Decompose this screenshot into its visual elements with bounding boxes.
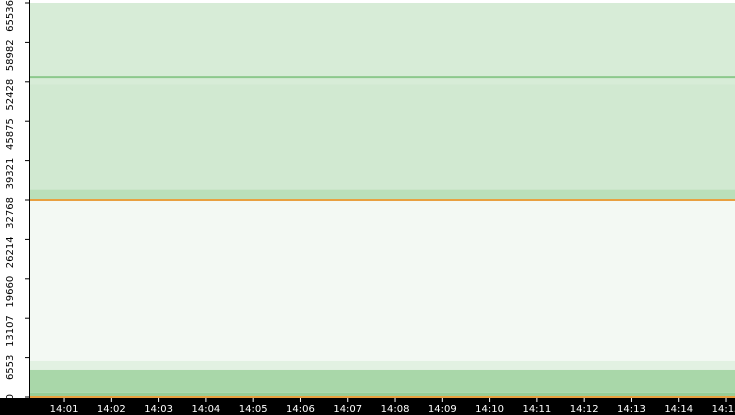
y-tick-label: 58982 — [5, 39, 16, 71]
x-tick-label: 14:09 — [428, 404, 457, 415]
density-band — [30, 189, 735, 200]
x-tick-label: 14:04 — [191, 404, 220, 415]
x-tick-label: 14:14 — [664, 404, 693, 415]
y-tick-label: 52428 — [5, 79, 16, 111]
x-tick-label: 14:05 — [239, 404, 268, 415]
x-tick-label: 14:08 — [381, 404, 410, 415]
x-tick-label: 14:11 — [522, 404, 551, 415]
y-tick-label: 45875 — [5, 118, 16, 150]
x-tick-label: 14:10 — [475, 404, 504, 415]
x-axis-strip — [0, 398, 735, 415]
x-tick-label: 14:03 — [144, 404, 173, 415]
density-band — [30, 369, 735, 393]
density-band — [30, 84, 735, 190]
x-tick-label: 14:15 — [712, 404, 735, 415]
y-tick-label: 19660 — [5, 276, 16, 308]
density-band — [30, 3, 735, 85]
y-tick-label: 32768 — [5, 197, 16, 229]
y-tick-label: 0 — [5, 394, 16, 400]
x-tick-label: 14:12 — [570, 404, 599, 415]
x-tick-label: 14:07 — [333, 404, 362, 415]
y-tick-label: 39321 — [5, 158, 16, 190]
y-tick-label: 26214 — [5, 236, 16, 268]
x-tick-label: 14:01 — [50, 404, 79, 415]
density-band — [30, 360, 735, 370]
y-tick-label: 13107 — [5, 315, 16, 347]
y-tick-label: 6553 — [5, 355, 16, 380]
density-band — [30, 200, 735, 361]
y-tick-label: 65536 — [5, 0, 16, 32]
x-tick-label: 14:02 — [97, 404, 126, 415]
density-band — [30, 392, 735, 397]
x-tick-label: 14:06 — [286, 404, 315, 415]
x-tick-label: 14:13 — [617, 404, 646, 415]
